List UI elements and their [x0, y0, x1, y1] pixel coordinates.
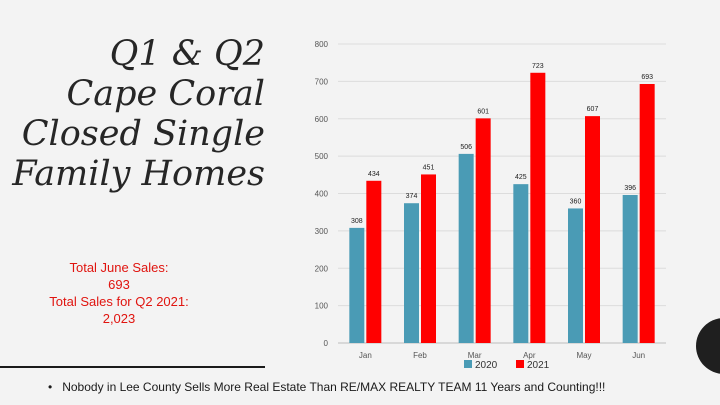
- june-sales-value: 693: [108, 277, 130, 292]
- y-tick-label: 500: [315, 152, 329, 161]
- bar-2020: [349, 227, 365, 343]
- bar-2021: [475, 118, 491, 343]
- legend-swatch-2021: [516, 360, 524, 368]
- x-tick-label: Feb: [413, 351, 427, 360]
- y-tick-label: 100: [315, 302, 329, 311]
- footer-text: Nobody in Lee County Sells More Real Est…: [62, 380, 606, 394]
- bar-2021: [585, 116, 600, 343]
- data-label: 360: [570, 198, 582, 205]
- y-tick-label: 700: [315, 77, 329, 86]
- data-label: 396: [624, 185, 636, 192]
- bar-2020: [458, 153, 474, 343]
- data-label: 308: [351, 218, 363, 225]
- footer-note: • Nobody in Lee County Sells More Real Es…: [48, 380, 708, 394]
- sales-summary: Total June Sales: 693 Total Sales for Q2…: [24, 259, 214, 327]
- y-tick-label: 0: [324, 339, 329, 348]
- legend-swatch-2020: [464, 360, 472, 368]
- divider-line: [0, 366, 265, 368]
- title-line: Cape Coral: [66, 74, 265, 114]
- y-tick-label: 600: [315, 115, 329, 124]
- x-tick-label: Jun: [632, 351, 645, 360]
- data-label: 723: [532, 63, 544, 70]
- bar-2020: [513, 184, 529, 343]
- y-tick-label: 800: [315, 40, 329, 49]
- x-tick-label: Apr: [523, 351, 536, 360]
- y-tick-label: 400: [315, 190, 329, 199]
- bar-2021: [421, 174, 436, 343]
- x-tick-label: May: [576, 351, 591, 360]
- q2-sales-value: 2,023: [102, 311, 136, 326]
- decorative-circle: [696, 318, 720, 374]
- slide-title: Q1 & Q2 Cape Coral Closed Single Family …: [0, 34, 265, 194]
- data-label: 601: [477, 108, 489, 115]
- bar-2020: [622, 194, 638, 343]
- bar-2021: [366, 180, 382, 343]
- y-tick-label: 200: [315, 264, 329, 273]
- x-tick-label: Jan: [359, 351, 372, 360]
- bar-chart: 0 100 200 300 400 500 600 700 800 308 434 Jan 374 451…: [315, 40, 666, 371]
- june-sales-label: Total June Sales:: [69, 260, 169, 275]
- bar-2021: [530, 72, 546, 343]
- title-line: Closed Single: [21, 114, 265, 154]
- x-tick-label: Mar: [468, 351, 482, 360]
- legend-label: 2020: [475, 360, 498, 371]
- bar-2021: [639, 83, 655, 344]
- data-label: 425: [515, 174, 527, 181]
- legend-label: 2021: [527, 360, 550, 371]
- bar-2020: [568, 208, 583, 343]
- q2-sales-label: Total Sales for Q2 2021:: [49, 294, 189, 309]
- data-label: 374: [406, 193, 418, 200]
- title-line: Q1 & Q2: [109, 34, 265, 74]
- data-label: 434: [368, 171, 380, 178]
- y-tick-label: 300: [315, 227, 329, 236]
- data-label: 506: [460, 144, 472, 151]
- data-label: 693: [641, 74, 653, 81]
- data-label: 451: [423, 164, 435, 171]
- bullet-icon: •: [48, 380, 53, 394]
- data-label: 607: [587, 106, 599, 113]
- bar-2020: [404, 203, 419, 343]
- title-line: Family Homes: [12, 154, 265, 194]
